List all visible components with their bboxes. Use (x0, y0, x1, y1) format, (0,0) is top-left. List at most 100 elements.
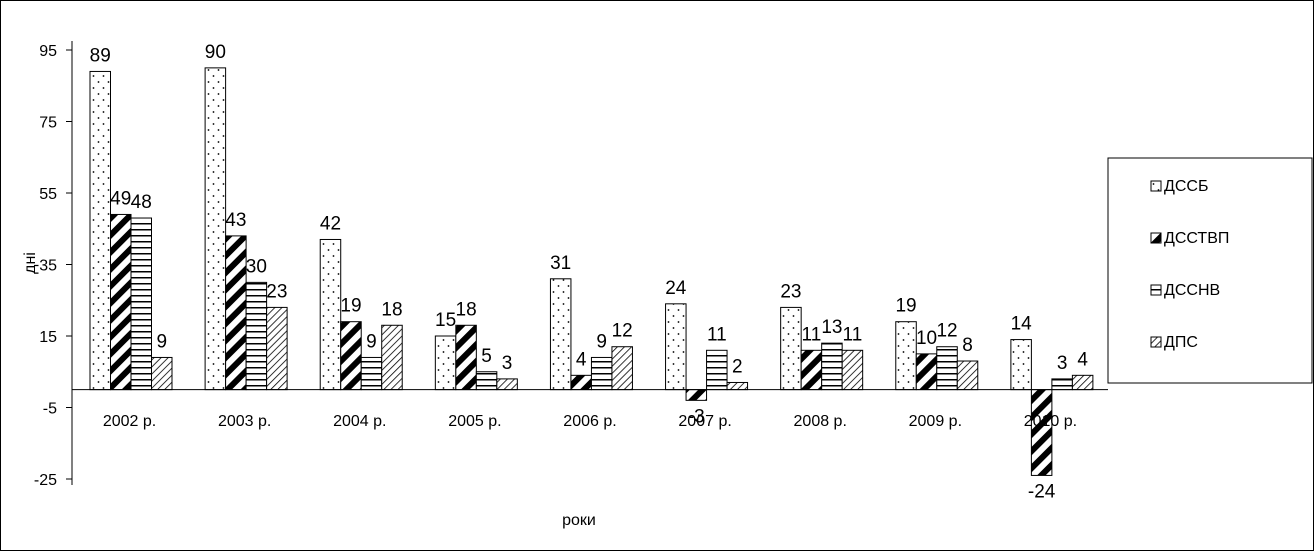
bar-ДССБ-2003р (204, 67, 227, 391)
data-label: 4 (1077, 349, 1088, 370)
bar-ДССБ-2005р (434, 335, 457, 391)
bar-ДПС-2008р (841, 349, 864, 391)
x-tick-label: 2002 р. (103, 413, 156, 430)
bar-ДПС-2006р (611, 346, 633, 391)
x-axis: 2002 р. 2003 р. 2004 р. 2005 р. 2006 р. 2007 … (72, 389, 1108, 430)
bar-ДССТВП-2010р (1030, 389, 1053, 476)
bar-ДПС-2003р (266, 306, 288, 391)
data-label: 23 (266, 281, 287, 302)
legend-box (1107, 157, 1313, 384)
data-label: 89 (90, 45, 111, 66)
y-tick-label: -25 (34, 472, 57, 489)
y-axis-title: дні (22, 252, 39, 274)
y-tick-label: 95 (39, 43, 57, 60)
bar-ДССТВП-2009р (915, 353, 938, 391)
y-axis-ticks: 95 75 55 35 15 -5 -25 (34, 43, 72, 489)
x-tick-label: 2007 р. (678, 413, 731, 430)
x-tick-label: 2010 р. (1024, 413, 1077, 430)
data-label: 14 (1011, 314, 1033, 335)
x-tick-label: 2006 р. (563, 413, 616, 430)
data-label: 42 (320, 213, 341, 234)
bar-ДССТВП-2006р (570, 374, 592, 391)
data-label: 12 (612, 321, 633, 342)
y-tick-label: 55 (39, 186, 57, 203)
data-label: 19 (340, 296, 361, 317)
legend: ДССБ ДССТВП ДССНВ ДПС (1107, 157, 1313, 384)
legend-swatch (1150, 180, 1162, 192)
data-label: 30 (246, 256, 267, 277)
bar-ДССНВ-2003р (245, 281, 268, 391)
y-tick-label: 75 (39, 115, 57, 132)
legend-swatch (1150, 232, 1162, 244)
data-label: 11 (707, 324, 727, 345)
data-label: 24 (665, 278, 687, 299)
data-label: 11 (843, 324, 863, 345)
bar-ДПС-2005р (496, 378, 518, 391)
data-label: 31 (550, 253, 571, 274)
data-label: 9 (596, 331, 607, 352)
x-tick-label: 2005 р. (448, 413, 501, 430)
data-label: 2 (732, 356, 743, 377)
data-label: 9 (366, 331, 377, 352)
bar-ДССБ-2009р (895, 321, 917, 391)
y-tick-label: 35 (39, 258, 57, 275)
data-label: 9 (156, 331, 167, 352)
data-label: 90 (205, 42, 226, 63)
bar-ДССТВП-2003р (225, 235, 247, 391)
bar-ДССНВ-2009р (936, 346, 958, 391)
bar-ДПС-2002р (151, 356, 173, 391)
data-label: 8 (962, 335, 973, 356)
legend-swatch (1150, 336, 1162, 348)
bar-ДССНВ-2006р (590, 356, 613, 391)
legend-swatch (1150, 284, 1162, 296)
data-label: 3 (1057, 353, 1068, 374)
bar-ДПС-2007р (726, 381, 749, 391)
data-label: 3 (502, 353, 513, 374)
bar-ДССТВП-2002р (110, 213, 132, 391)
bar-ДССБ-2008р (780, 306, 802, 391)
y-tick-label: 15 (39, 329, 57, 346)
x-axis-title: роки (562, 512, 596, 529)
data-label: 49 (110, 188, 131, 209)
legend-label: ДССНВ (1164, 282, 1220, 299)
data-label: -3 (688, 406, 705, 427)
bar-ДССНВ-2010р (1051, 378, 1073, 391)
data-label: 23 (780, 281, 801, 302)
data-label: 43 (225, 210, 246, 231)
data-label: 48 (131, 192, 152, 213)
x-tick-label: 2008 р. (794, 413, 847, 430)
data-label: 15 (435, 310, 456, 331)
bar-ДССБ-2007р (665, 303, 687, 391)
data-label: 5 (481, 346, 492, 367)
bar-ДССБ-2004р (319, 238, 342, 391)
legend-label: ДССБ (1164, 178, 1208, 195)
bar-ДССТВП-2004р (340, 321, 362, 391)
data-label: 4 (576, 349, 587, 370)
legend-label: ДПС (1164, 334, 1198, 351)
bar-ДССНВ-2002р (130, 217, 152, 391)
data-label: 12 (936, 321, 957, 342)
bar-ДССБ-2006р (549, 278, 572, 391)
data-label: 18 (381, 299, 402, 320)
data-label: -24 (1028, 481, 1056, 502)
bar-ДССТВП-2007р (685, 389, 708, 401)
x-tick-label: 2009 р. (909, 413, 962, 430)
bar-ДССТВП-2005р (455, 324, 477, 391)
bar-ДССНВ-2007р (706, 349, 728, 391)
y-tick-label: -5 (43, 401, 57, 418)
data-label: 19 (895, 296, 916, 317)
bar-ДССНВ-2004р (360, 356, 383, 391)
bar-ДПС-2004р (381, 324, 403, 391)
x-tick-label: 2003 р. (218, 413, 271, 430)
x-tick-label: 2004 р. (333, 413, 386, 430)
data-label: 13 (821, 317, 842, 338)
bar-ДССНВ-2008р (821, 342, 843, 391)
bar-ДПС-2010р (1071, 374, 1094, 391)
bar-ДССБ-2002р (89, 70, 111, 391)
data-label: 10 (916, 328, 937, 349)
bar-ДССБ-2010р (1010, 339, 1032, 391)
data-label: 18 (456, 299, 477, 320)
